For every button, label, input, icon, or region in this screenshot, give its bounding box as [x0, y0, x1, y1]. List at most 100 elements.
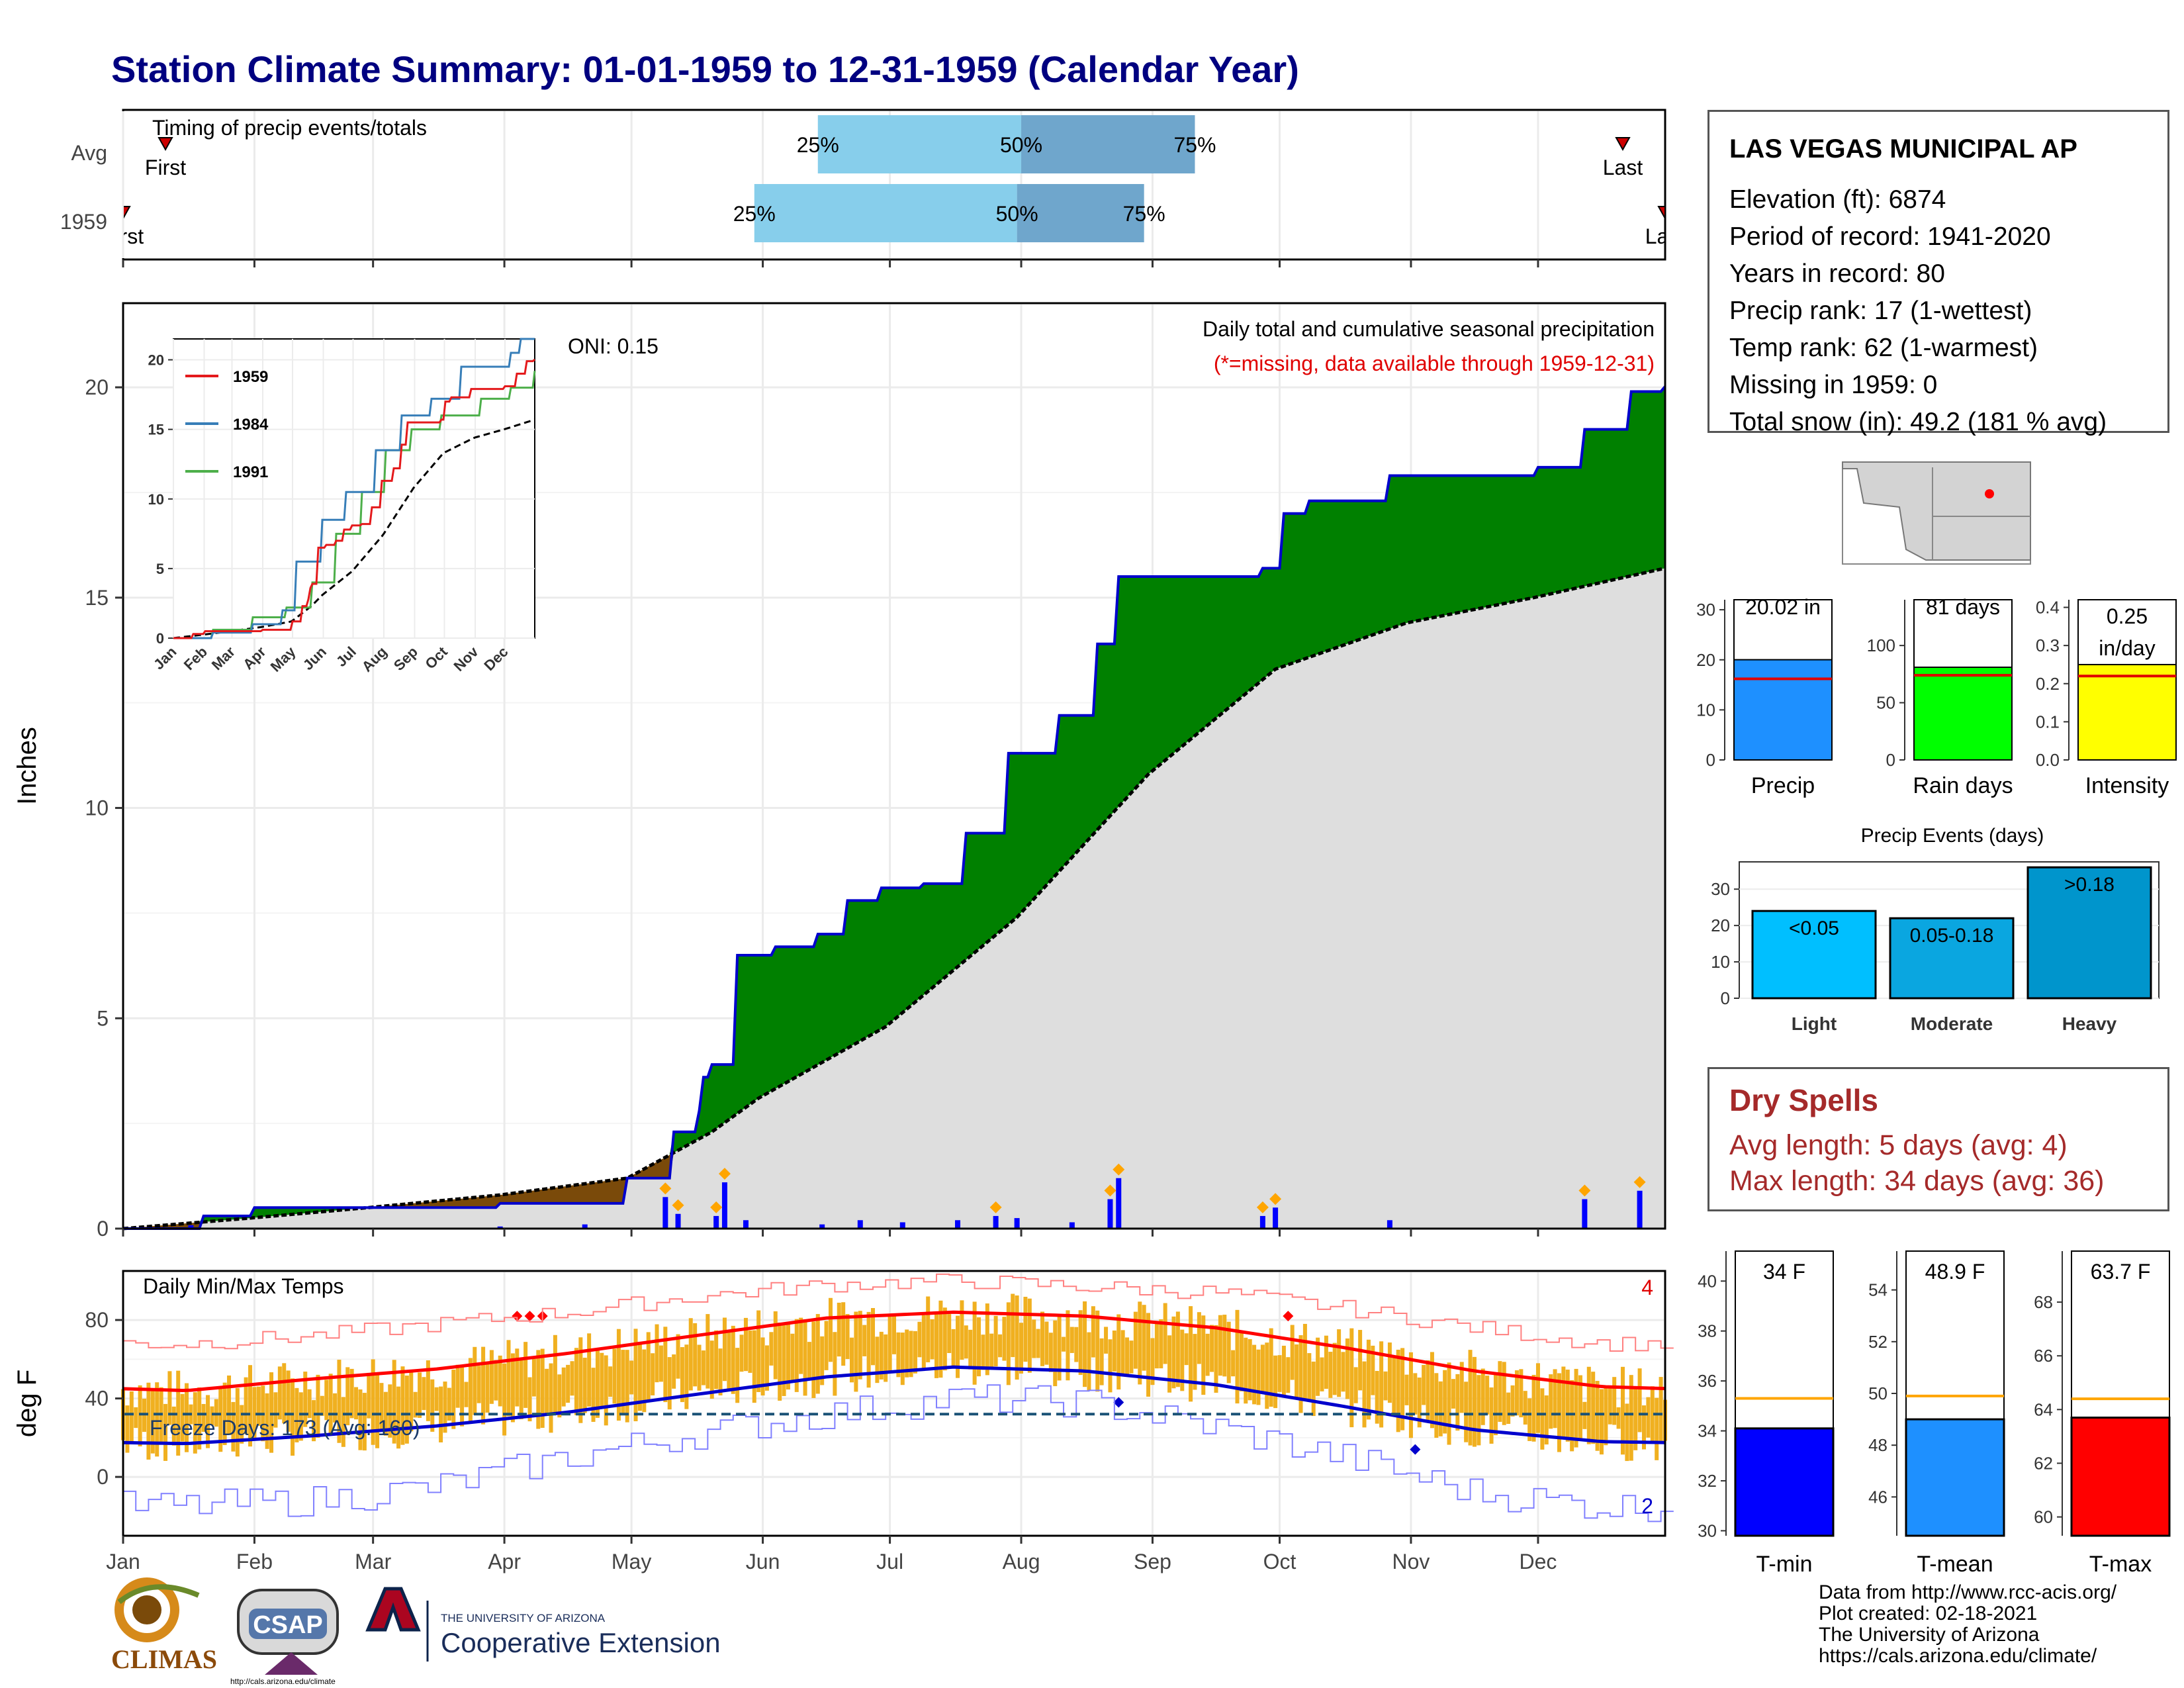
- daily-temp-bar: [231, 1401, 236, 1452]
- daily-temp-bar: [1277, 1355, 1282, 1392]
- temp-y-axis: 0 40 80: [85, 1308, 123, 1489]
- daily-temp-bar: [333, 1393, 338, 1423]
- mini-bar-tick-label: 0.2: [2036, 674, 2060, 694]
- daily-temp-bar: [909, 1331, 913, 1378]
- daily-temp-bar: [307, 1389, 312, 1419]
- daily-temp-bar: [977, 1317, 981, 1377]
- daily-temp-bar: [705, 1314, 710, 1389]
- daily-temp-bar: [1328, 1352, 1333, 1398]
- max-record-count: 4: [1641, 1276, 1653, 1299]
- daily-temp-bar: [769, 1332, 774, 1366]
- daily-temp-bar: [608, 1366, 613, 1397]
- daily-precip-bar: [743, 1220, 749, 1229]
- mini-bar-tick-label: 0.3: [2036, 635, 2060, 655]
- daily-temp-bar: [900, 1333, 905, 1385]
- mini-bar-value: [2077, 663, 2177, 761]
- daily-temp-bar: [252, 1387, 257, 1440]
- daily-temp-bar: [345, 1367, 350, 1426]
- daily-temp-bar: [227, 1375, 232, 1435]
- daily-precip-bar: [993, 1215, 999, 1229]
- daily-temp-bar: [337, 1360, 341, 1443]
- mini-bar-tick-label: 10: [1696, 700, 1715, 720]
- daily-temp-bar: [1493, 1373, 1498, 1436]
- daily-temp-bar: [926, 1296, 931, 1362]
- daily-temp-bar: [604, 1355, 608, 1426]
- freeze-days-label: Freeze Days: 173 (Avg: 160): [150, 1416, 420, 1440]
- daily-temp-bar: [197, 1387, 202, 1450]
- daily-temp-bar: [375, 1374, 380, 1448]
- month-label: Oct: [1263, 1550, 1297, 1573]
- daily-temp-bar: [1408, 1352, 1413, 1438]
- ua-small-text: THE UNIVERSITY OF ARIZONA: [441, 1612, 606, 1624]
- daily-temp-bar: [371, 1359, 375, 1445]
- daily-temp-bar: [756, 1310, 761, 1392]
- timing-iqr-lower: [754, 184, 1017, 242]
- precip-y-tick-label: 5: [97, 1006, 109, 1030]
- daily-temp-bar: [985, 1303, 989, 1376]
- events-bar: [1751, 910, 1877, 1000]
- daily-temp-bar: [527, 1377, 532, 1422]
- daily-temp-bar: [1074, 1327, 1079, 1362]
- record-max-marker: [1283, 1311, 1294, 1322]
- inset-1991-line: [173, 371, 536, 639]
- daily-temp-bar: [782, 1325, 786, 1396]
- daily-temp-bar: [502, 1363, 507, 1436]
- daily-temp-bar: [477, 1366, 481, 1403]
- daily-temp-bar: [998, 1334, 1003, 1358]
- daily-temp-bar: [1358, 1330, 1363, 1391]
- heavy-event-marker: [659, 1182, 672, 1195]
- daily-temp-bar: [884, 1334, 888, 1382]
- daily-temp-bar: [1523, 1391, 1527, 1425]
- inset-y-tick-label: 10: [148, 491, 164, 508]
- daily-temp-bar: [760, 1337, 765, 1396]
- daily-precip-bar: [721, 1182, 727, 1229]
- daily-temp-bar: [1260, 1344, 1265, 1393]
- daily-temp-bar: [1608, 1388, 1612, 1425]
- daily-temp-bar: [1066, 1310, 1070, 1381]
- temp-summary-tick-label: 30: [1698, 1521, 1717, 1540]
- daily-temp-bar: [1565, 1370, 1570, 1442]
- precip-heading: Daily total and cumulative seasonal prec…: [1203, 317, 1655, 341]
- daily-temp-bar: [1502, 1362, 1506, 1425]
- daily-temp-bar: [981, 1335, 985, 1370]
- station-elevation: Elevation (ft): 6874: [1729, 185, 1946, 214]
- daily-temp-bar: [1062, 1336, 1066, 1352]
- daily-temp-bar: [439, 1386, 443, 1442]
- daily-temp-bar: [1455, 1374, 1460, 1431]
- daily-temp-bar: [1087, 1332, 1091, 1391]
- timing-row-label-1959: 1959: [60, 210, 107, 234]
- daily-temp-bar: [1120, 1330, 1125, 1376]
- daily-precip-bar: [819, 1224, 825, 1229]
- daily-temp-bar: [1514, 1370, 1519, 1416]
- mini-bar-value-label: 0.25: [2107, 604, 2148, 628]
- daily-temp-bar: [989, 1333, 994, 1369]
- daily-temp-bar: [506, 1340, 511, 1417]
- heavy-event-marker: [672, 1199, 684, 1211]
- locator-map: [1842, 461, 2031, 565]
- daily-temp-bar: [1036, 1329, 1040, 1358]
- daily-temp-bar: [434, 1387, 439, 1411]
- daily-temp-bar: [163, 1403, 168, 1461]
- daily-temp-bar: [273, 1392, 278, 1428]
- daily-temp-bar: [663, 1327, 668, 1403]
- daily-temp-bar: [612, 1348, 617, 1404]
- daily-temp-bar: [1510, 1385, 1515, 1417]
- daily-temp-bar: [1553, 1369, 1557, 1429]
- daily-temp-bar: [473, 1346, 477, 1415]
- credit-data-source: Data from http://www.rcc-acis.org/: [1819, 1581, 2117, 1603]
- daily-temp-bar: [837, 1302, 841, 1357]
- daily-temp-bar: [320, 1395, 324, 1416]
- daily-temp-bar: [778, 1322, 782, 1401]
- daily-temp-bar: [1231, 1350, 1236, 1377]
- daily-temp-bar: [722, 1317, 727, 1382]
- daily-precip-bar: [188, 1225, 194, 1229]
- daily-temp-bar: [820, 1336, 825, 1385]
- heavy-event-marker: [1633, 1176, 1646, 1188]
- daily-temp-bar: [964, 1325, 968, 1359]
- daily-temp-bar: [358, 1389, 363, 1450]
- daily-temp-bar: [1480, 1368, 1485, 1425]
- daily-temp-bar: [392, 1360, 396, 1444]
- daily-temp-bar: [680, 1347, 684, 1403]
- temp-summary-value-label: 48.9 F: [1925, 1260, 1985, 1284]
- daily-temp-bar: [1472, 1356, 1477, 1447]
